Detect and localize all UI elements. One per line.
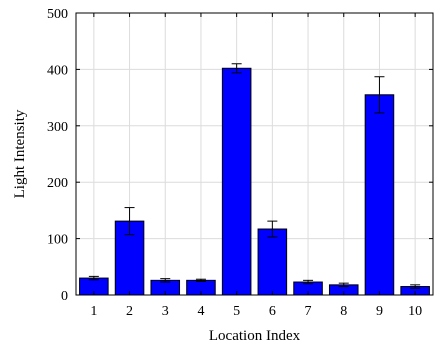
x-tick-label: 5	[233, 304, 240, 319]
x-tick-label: 7	[305, 304, 312, 319]
x-tick-label: 9	[376, 304, 383, 319]
y-tick-label: 500	[47, 7, 68, 22]
y-tick-label: 100	[47, 233, 68, 248]
bar-9	[364, 94, 395, 296]
x-tick-label: 4	[197, 304, 204, 319]
y-tick-label: 300	[47, 120, 68, 135]
x-axis-label: Location Index	[209, 328, 301, 344]
error-bars	[88, 63, 421, 289]
bar-5	[221, 67, 252, 296]
x-tick-label: 3	[162, 304, 169, 319]
x-tick-label: 2	[126, 304, 133, 319]
bar-6	[257, 228, 288, 296]
bars	[79, 67, 430, 296]
axis-ticks: 0 100 200 300 400 500 1 2 3 4 5 6 7 8 9 10	[47, 7, 433, 319]
plot-frame	[75, 12, 434, 296]
x-tick-label: 8	[340, 304, 347, 319]
x-tick-label: 10	[408, 304, 422, 319]
y-tick-label: 0	[61, 289, 68, 304]
y-tick-label: 400	[47, 63, 68, 78]
y-tick-label: 200	[47, 176, 68, 191]
x-tick-label: 6	[269, 304, 276, 319]
y-axis-label: Light Intensity	[12, 109, 28, 198]
x-tick-label: 1	[90, 304, 97, 319]
